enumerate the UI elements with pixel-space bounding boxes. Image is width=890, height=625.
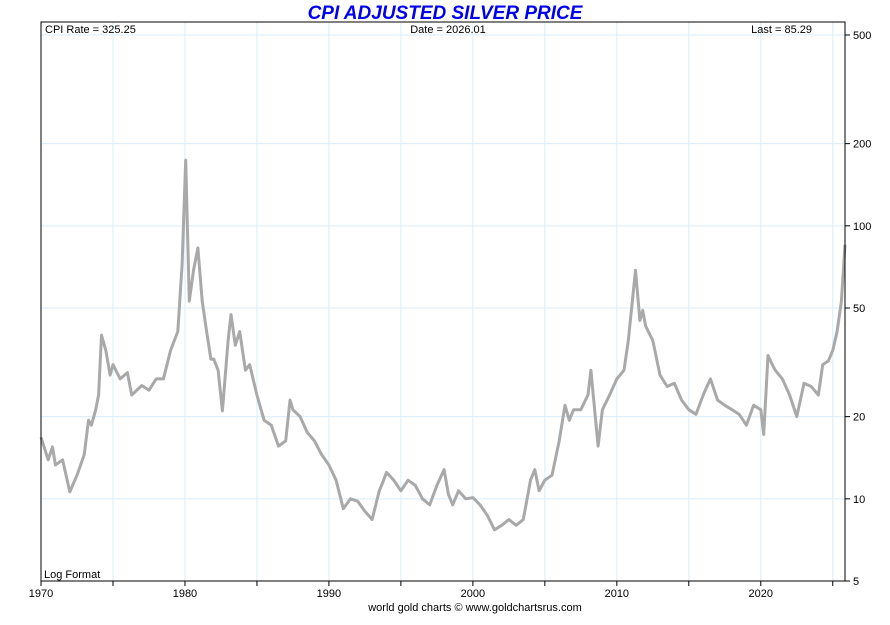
series-line [39,158,847,532]
x-tick-label: 2010 [605,588,629,600]
y-tick-label: 20 [853,412,865,424]
y-tick-label: 200 [853,139,871,151]
y-tick-label: 10 [853,494,865,506]
y-tick-label: 500 [853,30,871,42]
y-tick-label: 5 [853,576,859,588]
chart-title: CPI ADJUSTED SILVER PRICE [308,3,584,24]
y-tick-label: 100 [853,221,871,233]
plot-frame [40,21,846,582]
footer-credit: world gold charts © www.goldchartsrus.co… [367,602,582,614]
x-tick-label: 2000 [461,588,485,600]
x-tick-label: 2020 [749,588,773,600]
last-value-label: Last = 85.29 [751,24,812,36]
cpi-rate-label: CPI Rate = 325.25 [45,24,136,36]
log-format-label: Log Format [44,569,100,581]
x-tick-label: 1970 [29,588,53,600]
grid [40,22,845,582]
x-tick-label: 1990 [317,588,341,600]
x-tick-label: 1980 [173,588,197,600]
y-tick-label: 50 [853,303,865,315]
axes: 5 10 20 50 100 200 500 1970 1980 1990 2000 2010 2020 [29,30,872,600]
date-label: Date = 2026.01 [410,24,486,36]
